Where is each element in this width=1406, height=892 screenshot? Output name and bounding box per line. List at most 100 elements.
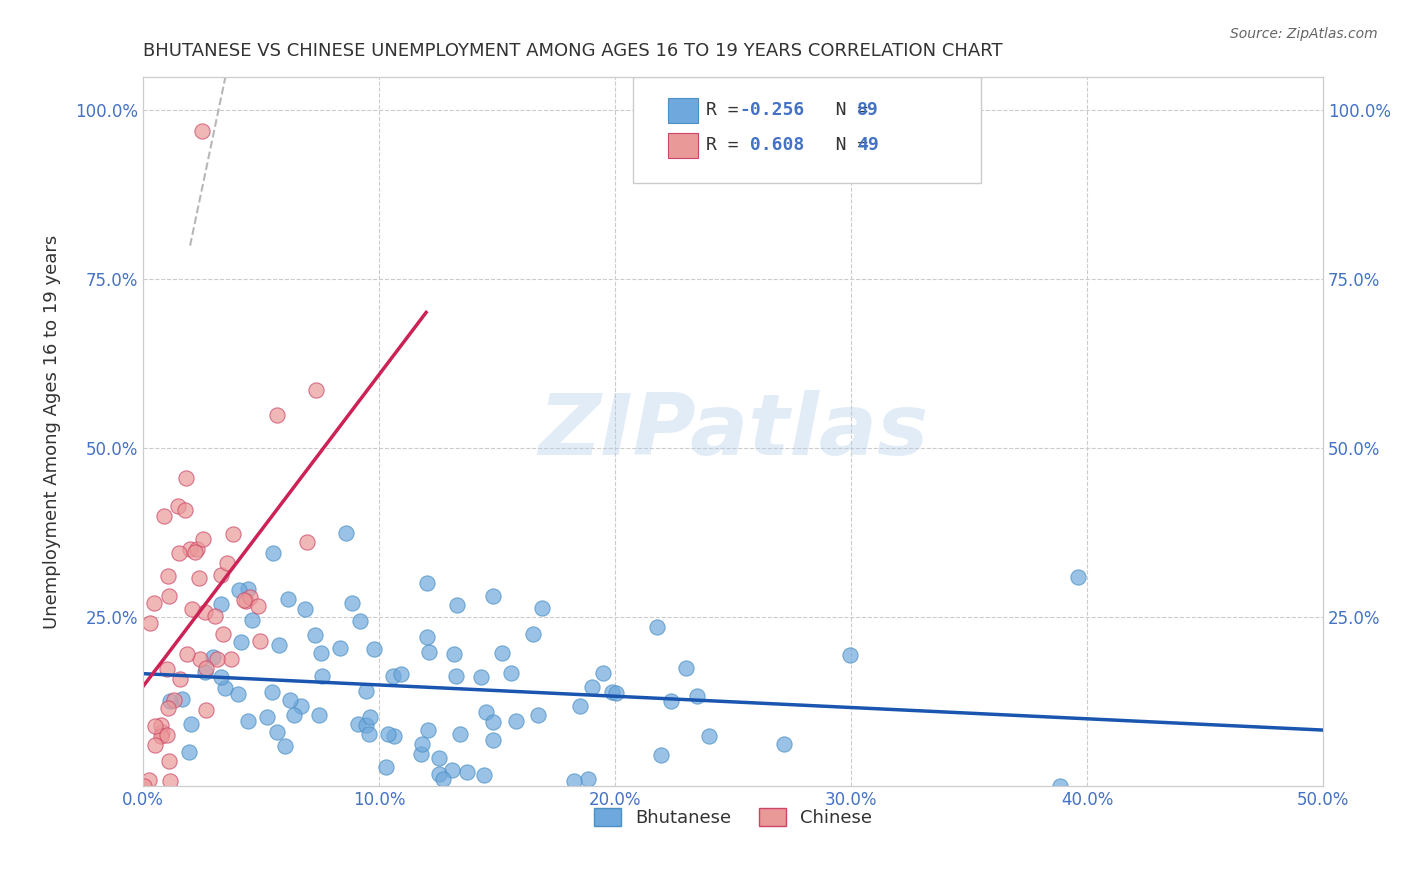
Point [163,693,186,707]
Point [235,594,257,608]
Point [157,754,180,768]
Point [501,666,523,681]
Y-axis label: Unemployment Among Ages 16 to 19 years: Unemployment Among Ages 16 to 19 years [44,235,60,629]
Text: N =: N = [803,101,879,119]
Point [470,670,492,684]
Point [444,669,467,683]
Point [389,667,412,681]
Point [592,666,614,681]
FancyBboxPatch shape [668,134,697,158]
Point [530,600,553,615]
FancyBboxPatch shape [668,98,697,123]
Point [170,692,193,706]
Point [167,546,190,560]
Point [139,615,162,630]
Point [153,509,176,524]
Point [280,693,302,707]
Point [290,699,312,714]
Point [686,689,709,703]
Point [277,591,299,606]
Point [236,582,259,597]
Point [221,527,243,541]
Point [602,685,624,699]
Point [308,708,330,723]
Point [169,672,191,686]
Point [359,710,381,724]
Point [305,384,328,398]
Point [188,571,211,585]
Point [142,596,165,610]
Point [427,767,450,781]
Point [409,747,432,762]
FancyBboxPatch shape [633,77,981,183]
Point [304,628,326,642]
Point [217,556,239,570]
Point [647,620,669,634]
Point [240,614,263,628]
Point [354,718,377,732]
Point [418,645,440,659]
Point [446,599,468,613]
Point [527,708,550,723]
Point [186,541,208,556]
Point [156,569,179,583]
Point [156,662,179,676]
Point [522,627,544,641]
Point [429,750,451,764]
Point [228,583,250,598]
Text: R =: R = [706,136,749,154]
Point [415,576,437,591]
Point [236,714,259,728]
Point [176,648,198,662]
Point [204,608,226,623]
Point [191,124,214,138]
Point [481,714,503,729]
Point [377,727,399,741]
Point [212,627,235,641]
Point [309,646,332,660]
Point [156,728,179,742]
Point [581,680,603,694]
Point [226,687,249,701]
Point [188,652,211,666]
Point [650,747,672,762]
Point [262,546,284,560]
Point [576,772,599,786]
Point [449,727,471,741]
Point [266,725,288,739]
Point [491,646,513,660]
Point [481,590,503,604]
Point [505,714,527,728]
Point [675,661,697,675]
Point [443,647,465,661]
Point [193,532,215,546]
Point [382,730,405,744]
Point [194,605,217,619]
Text: 0.608: 0.608 [740,136,804,154]
Legend: Bhutanese, Chinese: Bhutanese, Chinese [586,800,879,834]
Point [456,765,478,780]
Point [150,724,173,739]
Point [363,642,385,657]
Point [179,542,201,557]
Point [474,705,496,719]
Point [354,684,377,698]
Point [150,729,173,743]
Point [209,670,232,684]
Point [375,760,398,774]
Point [174,470,197,484]
Point [180,602,202,616]
Text: Source: ZipAtlas.com: Source: ZipAtlas.com [1230,27,1378,41]
Point [256,710,278,724]
Point [295,534,318,549]
Text: BHUTANESE VS CHINESE UNEMPLOYMENT AMONG AGES 16 TO 19 YEARS CORRELATION CHART: BHUTANESE VS CHINESE UNEMPLOYMENT AMONG … [143,42,1002,60]
Text: ZIPatlas: ZIPatlas [538,390,928,473]
Point [183,544,205,558]
Point [238,590,260,604]
Point [260,685,283,699]
Point [472,768,495,782]
Point [349,614,371,628]
Point [294,601,316,615]
Point [441,763,464,777]
Point [219,652,242,666]
